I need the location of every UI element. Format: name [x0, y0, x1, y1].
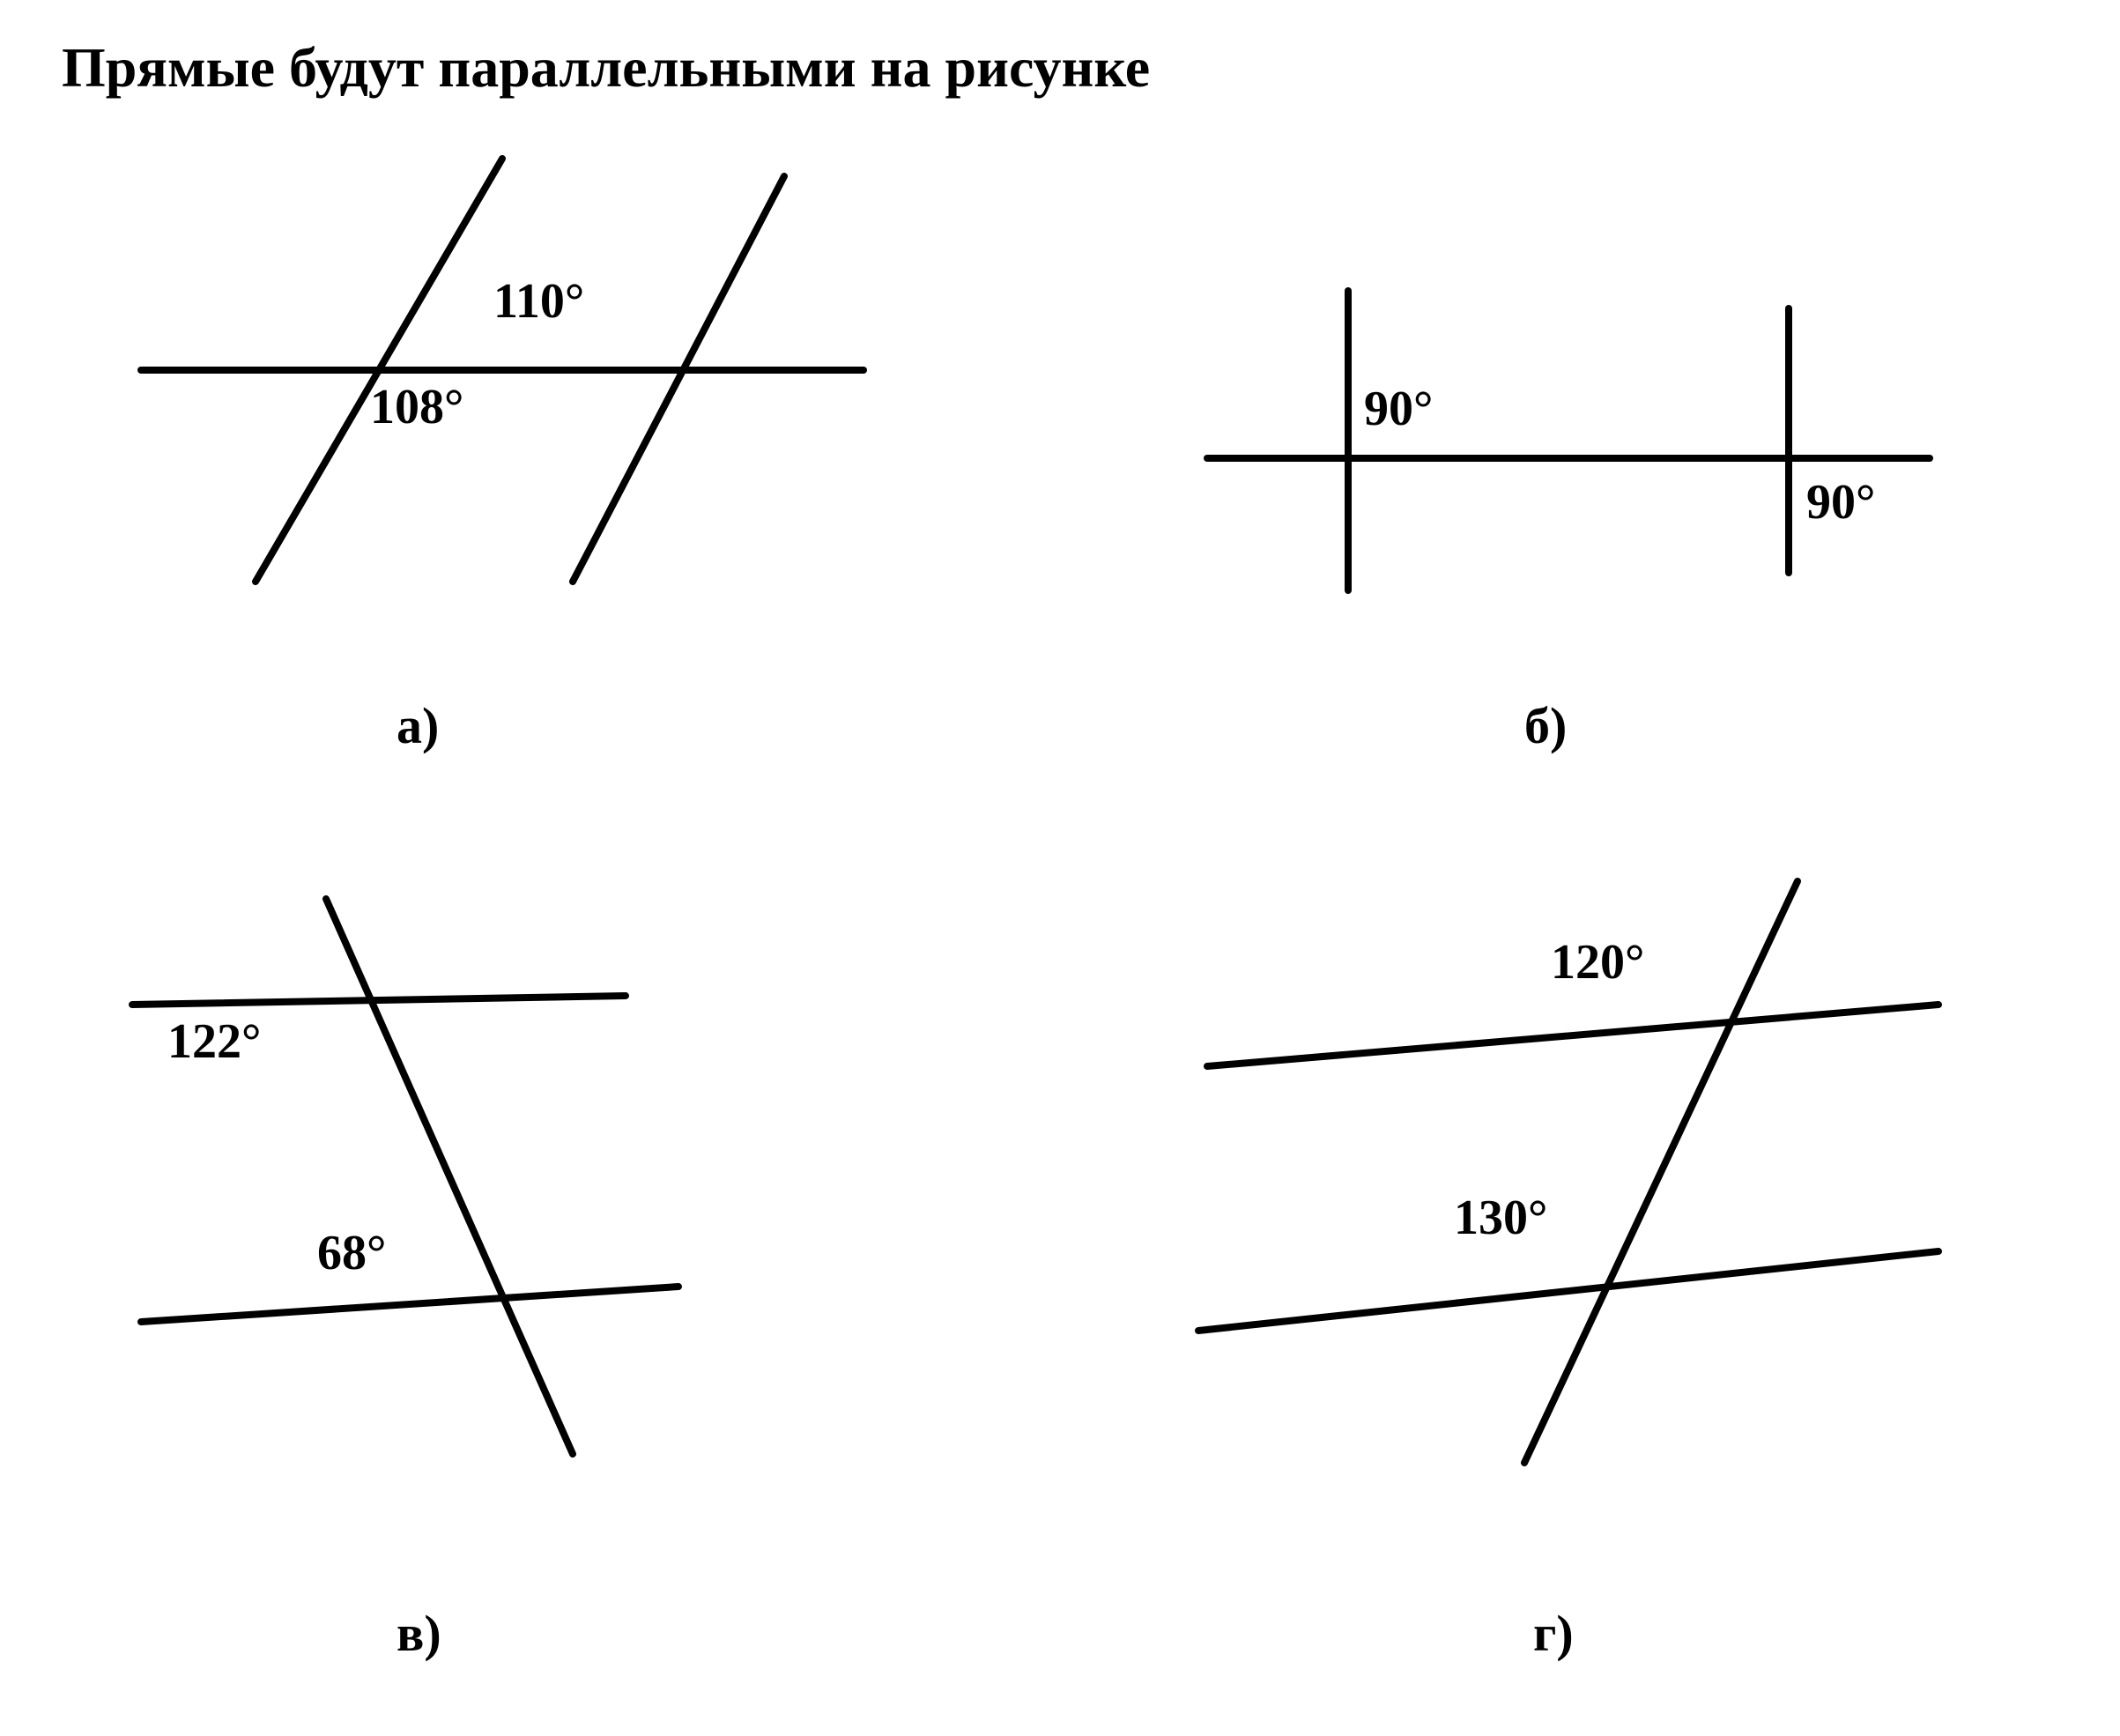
panel-g: 120° 130° — [1145, 864, 1983, 1498]
angle-b-left: 90° — [1364, 381, 1433, 437]
angle-a-bottom: 108° — [370, 379, 463, 435]
caption-v: в) — [397, 1604, 441, 1663]
caption-a: а) — [397, 696, 439, 755]
angle-b-right: 90° — [1806, 474, 1875, 530]
figure-b — [1172, 256, 1965, 643]
panel-b: 90° 90° — [1172, 256, 1965, 643]
caption-b: б) — [1524, 696, 1567, 755]
figure-v — [79, 872, 784, 1489]
angle-v-top: 122° — [167, 1013, 261, 1070]
panel-v: 122° 68° — [79, 872, 784, 1489]
figure-a — [106, 150, 899, 643]
panel-a: 110° 108° — [106, 150, 899, 643]
question-title: Прямые будут параллельными на рисунке — [62, 35, 1150, 100]
angle-g-bottom: 130° — [1454, 1190, 1547, 1246]
angle-g-top: 120° — [1551, 934, 1644, 990]
caption-g: г) — [1533, 1604, 1574, 1663]
angle-v-bottom: 68° — [317, 1225, 386, 1281]
angle-a-top: 110° — [493, 273, 584, 330]
